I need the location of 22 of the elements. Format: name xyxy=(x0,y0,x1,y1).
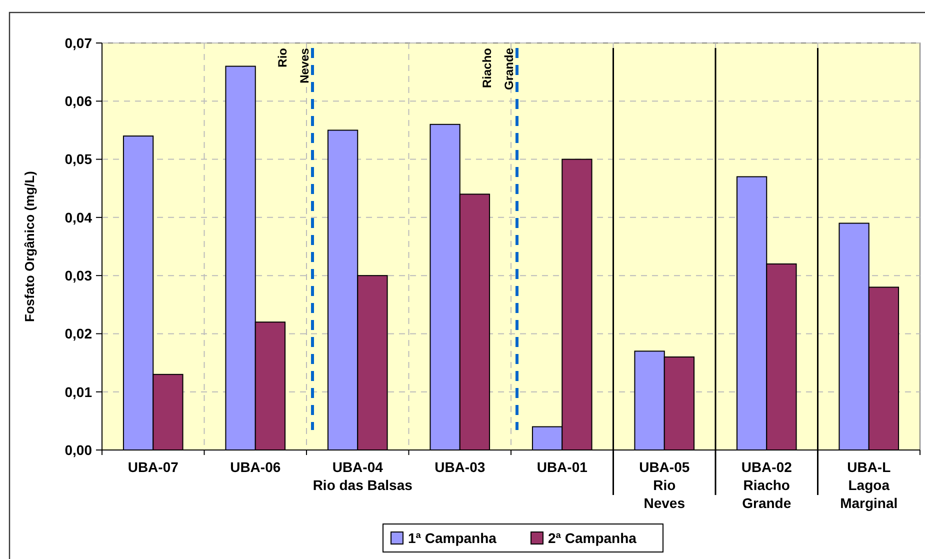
x-tick-label: UBA-07 xyxy=(128,459,179,475)
x-tick-label: UBA-05 Rio Neves xyxy=(639,459,690,511)
y-axis-title: Fosfato Orgânico (mg/L) xyxy=(22,171,37,322)
x-tick-label: UBA-06 xyxy=(230,459,281,475)
legend-label: 2ª Campanha xyxy=(548,530,637,546)
annotation: Rio Neves xyxy=(276,48,312,84)
y-tick-label: 0,02 xyxy=(64,326,92,342)
x-tick-label: UBA-01 xyxy=(536,459,588,475)
y-tick-label: 0,07 xyxy=(64,34,92,51)
y-tick-label: 0,04 xyxy=(64,209,92,226)
y-tick-label: 0,05 xyxy=(64,151,92,168)
legend-label: 1ª Campanha xyxy=(408,530,497,546)
annotation: Riacho Grande xyxy=(480,48,516,90)
x-tick-label: UBA-L Lagoa Marginal xyxy=(840,459,898,511)
y-tick-label: 0,01 xyxy=(64,384,92,400)
y-tick-label: 0,06 xyxy=(64,93,92,110)
y-tick-label: 0,00 xyxy=(64,442,92,458)
text: Rio das Balsas xyxy=(312,477,413,493)
y-tick-label: 0,03 xyxy=(64,267,92,284)
x-tick-label: UBA-04 xyxy=(332,459,384,475)
x-tick-label: UBA-02 Riacho Grande xyxy=(741,459,792,511)
x-tick-label: UBA-03 xyxy=(434,459,486,475)
